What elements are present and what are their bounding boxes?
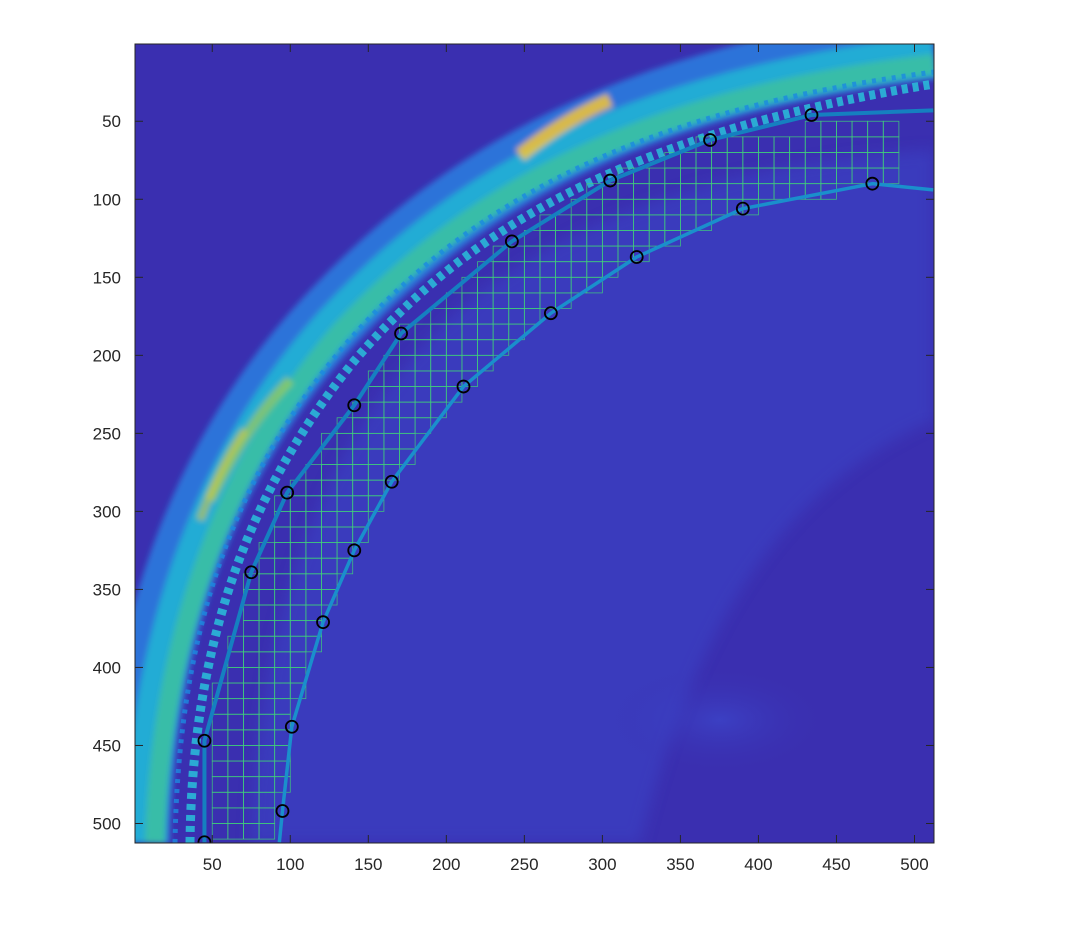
y-tick-label: 200 <box>93 346 121 365</box>
outer-boundary-marker <box>603 173 618 188</box>
hotspot <box>515 93 613 161</box>
tissue-blob <box>610 665 830 775</box>
bright-band <box>135 44 934 843</box>
inner-boundary-marker <box>284 719 299 734</box>
x-tick-label: 200 <box>432 855 460 874</box>
inner-boundary-marker <box>543 306 558 321</box>
y-tick-label: 400 <box>93 658 121 677</box>
x-tick-label: 350 <box>666 855 694 874</box>
x-tick-label: 450 <box>822 855 850 874</box>
outer-boundary-marker <box>280 485 295 500</box>
mesh-grid <box>211 120 900 840</box>
inner-boundary-marker <box>347 543 362 558</box>
y-tick-label: 150 <box>93 268 121 287</box>
inner-boundary-marker <box>384 474 399 489</box>
boundary-markers <box>197 108 880 843</box>
y-tick-label: 100 <box>93 190 121 209</box>
outer-boundary-marker <box>703 133 717 147</box>
inner-boundary-marker <box>865 176 880 191</box>
outer-boundary-marker <box>504 234 519 249</box>
inner-boundary-marker <box>275 804 290 818</box>
x-tick-label: 500 <box>900 855 928 874</box>
image-area <box>135 44 934 843</box>
x-tick-label: 300 <box>588 855 616 874</box>
outer-boundary-marker <box>197 733 212 748</box>
mesh-cell <box>882 167 900 185</box>
axes-frame <box>134 43 935 844</box>
y-tick-label: 500 <box>93 814 121 833</box>
outer-boundary-marker <box>394 326 408 341</box>
outer-boundary-marker <box>804 108 819 122</box>
y-tick-label: 50 <box>102 112 121 131</box>
cell-layer <box>185 79 934 843</box>
inner-boundary-marker <box>316 615 330 630</box>
outer-boundary-marker <box>347 398 362 413</box>
mesh-cell <box>586 276 603 294</box>
tissue-fibers <box>250 150 934 843</box>
inner-boundary-marker <box>629 250 644 264</box>
inner-boundary-marker <box>735 201 750 216</box>
x-tick-label: 50 <box>203 855 222 874</box>
outer-boundary-line <box>202 108 934 843</box>
x-tick-label: 400 <box>744 855 772 874</box>
x-tick-label: 250 <box>510 855 538 874</box>
y-axis: 50 100 150 200 250 300 350 400 450 500 <box>93 112 934 833</box>
y-tick-label: 350 <box>93 580 121 599</box>
outer-boundary-marker <box>197 835 212 843</box>
x-axis: 50 100 150 200 250 300 350 400 450 500 <box>203 44 929 874</box>
y-tick-label: 450 <box>93 736 121 755</box>
inner-boundary-line <box>277 181 934 843</box>
y-tick-label: 250 <box>93 424 121 443</box>
x-tick-label: 100 <box>276 855 304 874</box>
y-tick-label: 300 <box>93 502 121 521</box>
x-tick-label: 150 <box>354 855 382 874</box>
inner-boundary-marker <box>456 379 471 394</box>
outer-boundary-marker <box>244 565 259 580</box>
